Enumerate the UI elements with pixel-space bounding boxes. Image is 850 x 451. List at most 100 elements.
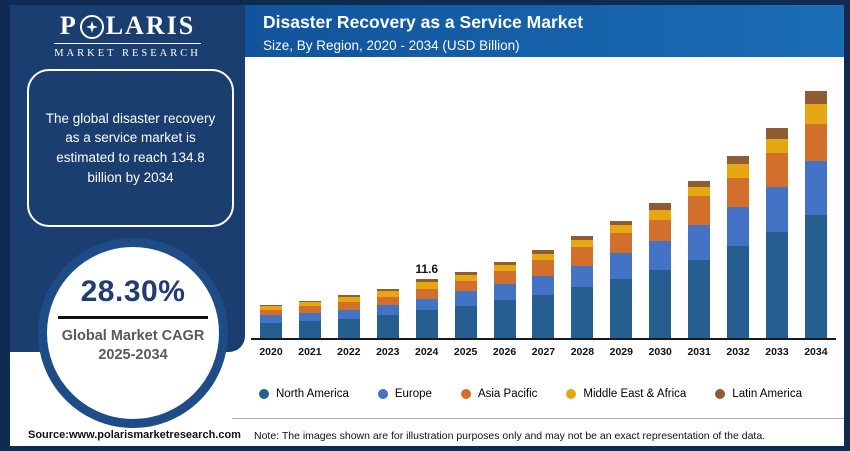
compass-star-icon	[79, 15, 104, 39]
legend-label: Middle East & Africa	[583, 388, 687, 400]
bars-area: 11.6	[254, 57, 833, 338]
bar-segment-latin-america-2032	[727, 156, 750, 164]
bar-segment-middle-east-africa-2030	[649, 209, 672, 220]
year-label-2020: 2020	[259, 346, 283, 358]
bar-stack-2032	[727, 156, 750, 338]
bar-segment-north-america-2023	[376, 315, 399, 338]
bar-2031	[682, 57, 716, 338]
legend-marker-icon	[566, 389, 577, 399]
stacked-bar-chart: 11.6 2020 2021 2022 2023 2024 2025 2026 2027 202…	[245, 57, 844, 418]
bar-segment-middle-east-africa-2022	[337, 297, 360, 303]
year-label-2026: 2026	[492, 346, 517, 358]
chart-legend: North America Europe Asia Pacific Middle Ea…	[259, 388, 834, 400]
legend-marker-icon	[377, 389, 388, 399]
logo-letter-p: P	[59, 11, 78, 40]
bar-segment-europe-2022	[337, 309, 360, 319]
bar-segment-europe-2024	[415, 298, 438, 311]
bar-segment-middle-east-africa-2029	[610, 224, 633, 234]
page-title: Disaster Recovery as a Service Market	[263, 12, 584, 32]
source-text: Source:www.polarismarketresearch.com	[28, 429, 241, 441]
title-bar: Disaster Recovery as a Service Market Si…	[245, 5, 844, 57]
bar-segment-europe-2033	[765, 187, 788, 233]
bar-segment-asia-pacific-2025	[454, 280, 477, 292]
bar-stack-2030	[649, 202, 672, 338]
bar-segment-latin-america-2027	[532, 250, 555, 255]
bar-segment-latin-america-2031	[688, 181, 711, 188]
year-label-2033: 2033	[765, 346, 789, 358]
bar-segment-north-america-2025	[454, 305, 477, 338]
cagr-value: 28.30%	[80, 275, 186, 308]
callout-box: The global disaster recovery as a servic…	[27, 69, 234, 227]
footer-divider	[232, 418, 844, 419]
bar-segment-middle-east-africa-2023	[376, 290, 399, 297]
bar-segment-middle-east-africa-2028	[571, 240, 594, 248]
bar-segment-asia-pacific-2028	[571, 247, 594, 266]
bar-segment-asia-pacific-2030	[649, 219, 672, 242]
cagr-badge: 28.30% Global Market CAGR 2025-2034	[38, 238, 228, 428]
bar-segment-europe-2031	[688, 225, 711, 260]
logo-wordmark: P LARIS	[60, 13, 195, 39]
bar-segment-latin-america-2021	[298, 300, 321, 302]
bar-segment-asia-pacific-2034	[804, 124, 827, 162]
year-label-2031: 2031	[687, 346, 711, 358]
bar-segment-latin-america-2025	[454, 272, 477, 276]
bar-2027	[526, 57, 560, 338]
bar-segment-latin-america-2029	[610, 220, 633, 225]
cagr-label: Global Market CAGR 2025-2034	[47, 327, 219, 365]
bar-segment-europe-2029	[610, 253, 633, 279]
bar-2029	[604, 57, 638, 338]
bar-segment-europe-2025	[454, 291, 477, 306]
bar-segment-asia-pacific-2023	[376, 296, 399, 306]
bar-segment-north-america-2028	[571, 287, 594, 338]
year-label-2029: 2029	[609, 346, 633, 358]
bar-segment-north-america-2032	[727, 246, 750, 338]
bar-segment-middle-east-africa-2032	[727, 163, 750, 179]
bar-2020	[254, 57, 288, 338]
bar-2022	[332, 57, 366, 338]
year-label-2022: 2022	[337, 346, 361, 358]
legend-marker-icon	[460, 389, 471, 399]
year-label-2027: 2027	[531, 346, 556, 358]
bar-segment-middle-east-africa-2026	[493, 264, 516, 271]
bar-segment-latin-america-2026	[493, 261, 516, 265]
bar-segment-north-america-2020	[260, 323, 282, 338]
legend-item-europe: Europe	[377, 388, 432, 400]
cagr-label-line1: Global Market CAGR	[61, 328, 205, 344]
callout-text: The global disaster recovery as a servic…	[45, 110, 216, 185]
bar-segment-north-america-2030	[649, 270, 672, 338]
bar-segment-latin-america-2030	[649, 202, 672, 210]
bar-stack-2028	[571, 236, 594, 338]
bar-segment-latin-america-2022	[337, 295, 360, 298]
bar-segment-asia-pacific-2033	[765, 153, 788, 188]
year-label-2028: 2028	[570, 346, 595, 358]
bar-segment-asia-pacific-2021	[298, 305, 321, 313]
bar-segment-asia-pacific-2020	[260, 309, 282, 316]
bar-segment-middle-east-africa-2031	[688, 187, 711, 197]
bar-stack-2020	[260, 305, 282, 338]
logo-subtitle: MARKET RESEARCH	[54, 43, 201, 59]
bar-stack-2026	[493, 261, 516, 338]
bar-segment-latin-america-2023	[376, 288, 399, 291]
legend-label: Asia Pacific	[477, 388, 538, 400]
bar-2025	[449, 57, 483, 338]
bar-segment-north-america-2029	[610, 279, 633, 338]
bar-2023	[371, 57, 405, 338]
bar-stack-2031	[688, 181, 711, 338]
data-label-2024: 11.6	[415, 262, 439, 277]
bar-stack-2027	[532, 250, 555, 338]
bar-segment-north-america-2026	[493, 300, 516, 338]
bar-segment-middle-east-africa-2025	[454, 275, 477, 281]
bar-segment-europe-2030	[649, 241, 672, 271]
bar-stack-2024	[415, 279, 438, 338]
bar-segment-asia-pacific-2026	[493, 270, 516, 284]
bar-segment-north-america-2022	[337, 318, 360, 338]
bar-segment-europe-2021	[298, 312, 321, 322]
year-label-2025: 2025	[453, 346, 478, 358]
bar-segment-europe-2026	[493, 283, 516, 301]
year-label-2030: 2030	[648, 346, 672, 358]
bar-stack-2023	[376, 288, 399, 338]
bar-segment-europe-2020	[260, 315, 282, 323]
bar-segment-asia-pacific-2032	[727, 178, 750, 208]
bar-segment-europe-2028	[571, 265, 594, 288]
